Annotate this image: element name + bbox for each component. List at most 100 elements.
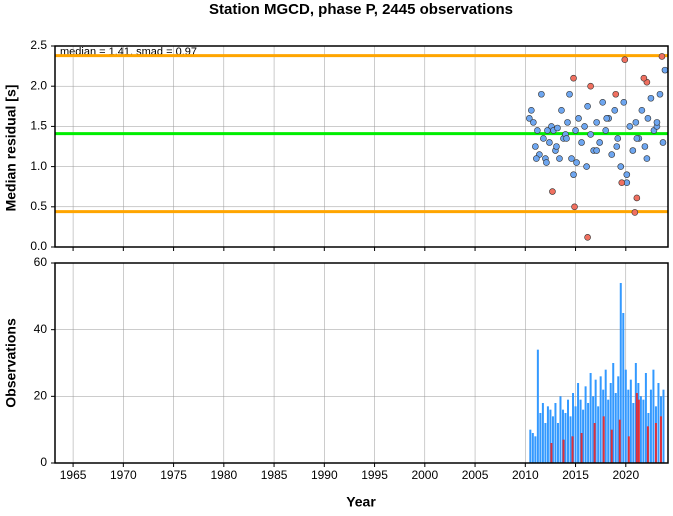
- bar: [554, 403, 557, 463]
- bar: [634, 363, 637, 463]
- point: [570, 171, 577, 178]
- point: [621, 56, 629, 63]
- bar: [541, 403, 544, 463]
- point: [608, 151, 616, 158]
- bar: [642, 399, 645, 463]
- x-tick-label: 1995: [361, 468, 388, 482]
- point: [623, 171, 631, 178]
- point: [581, 123, 588, 130]
- bar: [639, 396, 642, 463]
- bar: [582, 409, 585, 463]
- point: [534, 127, 541, 134]
- point: [568, 155, 575, 162]
- point: [633, 135, 641, 142]
- point: [593, 119, 600, 126]
- bar: [627, 436, 630, 463]
- bar: [561, 409, 564, 463]
- point: [613, 143, 621, 150]
- bar: [587, 403, 590, 463]
- bar: [579, 399, 582, 463]
- bar: [646, 426, 649, 463]
- bar: [589, 373, 592, 463]
- point: [558, 107, 565, 114]
- x-axis-label: Year: [346, 494, 376, 510]
- bar: [549, 409, 552, 463]
- bar: [602, 416, 605, 463]
- x-tick-label: 1965: [60, 468, 87, 482]
- bar: [569, 416, 572, 463]
- chart-title: Station MGCD, phase P, 2445 observations: [209, 1, 513, 18]
- bar: [662, 389, 665, 463]
- x-tick-label: 1980: [210, 468, 237, 482]
- point: [583, 163, 590, 170]
- y-tick-label: 1.0: [30, 159, 47, 173]
- bar: [635, 393, 638, 463]
- bar: [534, 436, 537, 463]
- y-tick-label: 1.5: [30, 119, 47, 133]
- bar: [567, 399, 570, 463]
- bar: [556, 423, 559, 463]
- y-tick-label: 40: [34, 322, 48, 336]
- bar: [577, 383, 580, 463]
- point: [571, 203, 578, 211]
- point: [633, 194, 641, 202]
- bar: [572, 393, 575, 463]
- point: [602, 127, 609, 134]
- point: [570, 74, 577, 82]
- x-tick-label: 2020: [612, 468, 639, 482]
- bar: [559, 396, 562, 463]
- x-tick-label: 1990: [311, 468, 338, 482]
- point: [626, 123, 634, 130]
- point: [658, 53, 666, 60]
- point: [593, 147, 600, 154]
- bar: [607, 399, 610, 463]
- bar: [550, 443, 553, 463]
- bar: [618, 419, 621, 463]
- point: [641, 143, 649, 150]
- bar: [644, 373, 647, 463]
- point: [572, 127, 579, 134]
- x-tick-label: 2010: [512, 468, 539, 482]
- y-tick-label: 0.0: [30, 239, 47, 253]
- y-axis-label: Observations: [3, 318, 19, 408]
- bar: [657, 383, 660, 463]
- point: [618, 179, 626, 186]
- point: [549, 188, 556, 195]
- bar: [574, 406, 577, 463]
- bar: [649, 389, 652, 463]
- bar: [529, 429, 532, 463]
- bar: [599, 376, 602, 463]
- y-tick-label: 20: [34, 389, 48, 403]
- point: [532, 143, 539, 150]
- x-tick-label: 1970: [110, 468, 137, 482]
- point: [656, 90, 664, 98]
- bar: [654, 423, 657, 463]
- point: [566, 90, 573, 98]
- y-tick-label: 0.5: [30, 199, 47, 213]
- bar: [637, 399, 640, 463]
- x-tick-label: 1985: [261, 468, 288, 482]
- point: [640, 74, 648, 82]
- point: [533, 155, 540, 162]
- point: [587, 131, 594, 138]
- y-tick-label: 60: [34, 255, 48, 269]
- point: [530, 119, 537, 126]
- plot-frame: [54, 262, 669, 464]
- bar: [597, 406, 600, 463]
- point: [584, 234, 591, 241]
- point: [653, 119, 661, 126]
- point: [564, 119, 571, 126]
- point: [528, 107, 535, 114]
- bar: [562, 439, 565, 463]
- point: [612, 90, 620, 98]
- point: [611, 107, 619, 114]
- point: [647, 94, 655, 102]
- bar: [539, 413, 542, 463]
- point: [543, 159, 550, 166]
- point: [575, 115, 582, 122]
- bar: [531, 433, 534, 463]
- bar: [629, 379, 632, 463]
- bar: [546, 406, 549, 463]
- y-axis-label: Median residual [s]: [3, 85, 19, 212]
